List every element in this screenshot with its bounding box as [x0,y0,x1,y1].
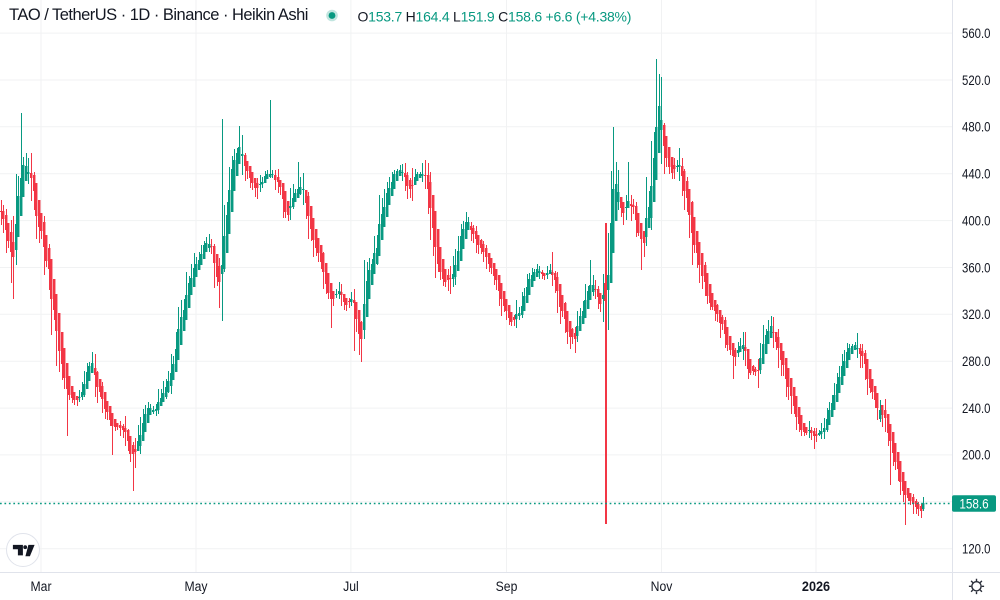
svg-text:TAO / TetherUS · 1D · Binance: TAO / TetherUS · 1D · Binance · Heikin A… [9,6,308,24]
svg-text:320.0: 320.0 [962,307,991,322]
svg-text:O153.7 H164.4 L151.9 C158.6 +6: O153.7 H164.4 L151.9 C158.6 +6.6 (+4.38%… [358,8,632,24]
svg-text:2026: 2026 [802,579,830,594]
svg-text:Mar: Mar [30,578,52,594]
svg-text:May: May [184,578,208,594]
svg-text:480.0: 480.0 [962,120,991,135]
svg-text:520.0: 520.0 [962,73,991,88]
svg-text:Sep: Sep [496,578,518,594]
svg-text:158.6: 158.6 [959,497,988,512]
svg-text:400.0: 400.0 [962,214,991,229]
svg-text:360.0: 360.0 [962,260,991,275]
svg-text:200.0: 200.0 [962,448,991,463]
svg-text:440.0: 440.0 [962,167,991,182]
svg-text:120.0: 120.0 [962,542,991,557]
svg-text:Nov: Nov [651,578,673,594]
svg-text:240.0: 240.0 [962,401,991,416]
svg-text:280.0: 280.0 [962,354,991,369]
svg-text:Jul: Jul [343,578,359,594]
svg-text:560.0: 560.0 [962,26,991,41]
